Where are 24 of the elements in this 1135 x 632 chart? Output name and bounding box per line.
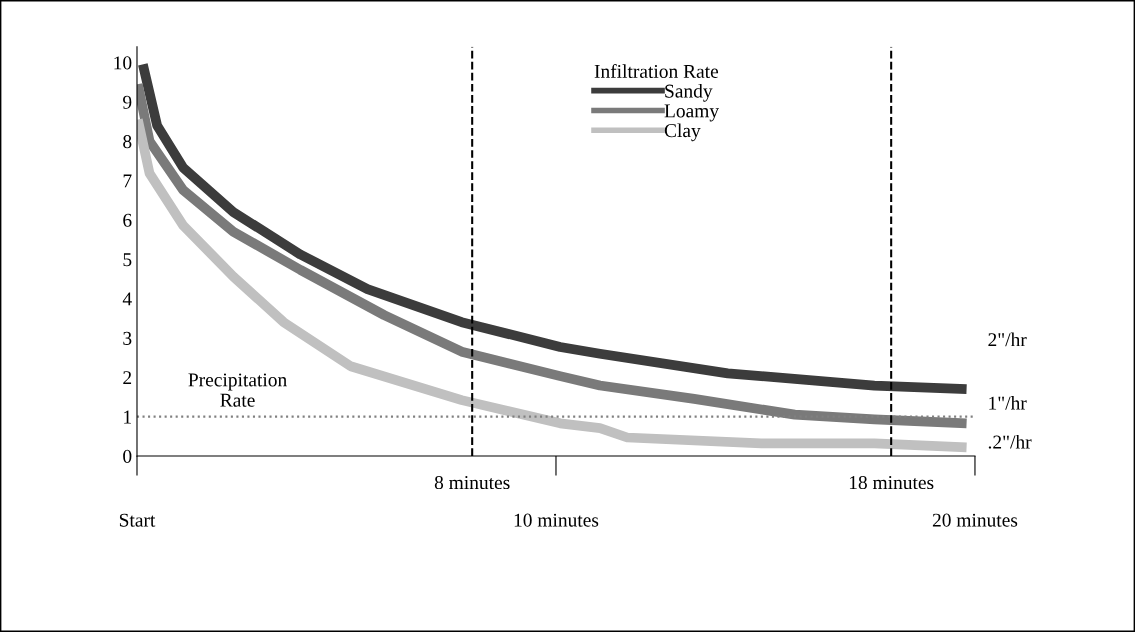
legend-label: Clay	[664, 123, 701, 142]
y-tick-label: 10	[114, 56, 132, 70]
ref-line-label: 18 minutes	[849, 475, 934, 490]
y-tick-label: 7	[123, 174, 132, 188]
ref-line-label: 8 minutes	[434, 475, 510, 490]
y-tick-label: 1	[124, 410, 131, 424]
y-tick-label: 9	[123, 95, 132, 109]
y-tick-label: 5	[123, 253, 132, 267]
text: .2"/hr	[988, 434, 1032, 449]
y-tick-label: 8	[123, 135, 132, 149]
y-tick-label: 4	[122, 292, 132, 306]
y-tick-label: 2	[123, 371, 132, 385]
x-tick-label: 10 minutes	[514, 513, 599, 527]
y-tick-label: 6	[123, 213, 132, 227]
text: 2"/hr	[988, 332, 1027, 347]
legend-label: Loamy	[664, 104, 719, 122]
legend-label: Sandy	[665, 83, 713, 102]
x-tick-label: 20 minutes	[932, 513, 1018, 527]
legend-title: Infiltration Rate	[594, 64, 719, 78]
text: 1"/hr	[989, 396, 1027, 410]
y-tick-label: 3	[123, 331, 132, 345]
ref-line-label: Precipitation Rate	[188, 373, 287, 407]
y-tick-label: 0	[123, 449, 132, 463]
x-tick-label: Start	[119, 513, 156, 527]
